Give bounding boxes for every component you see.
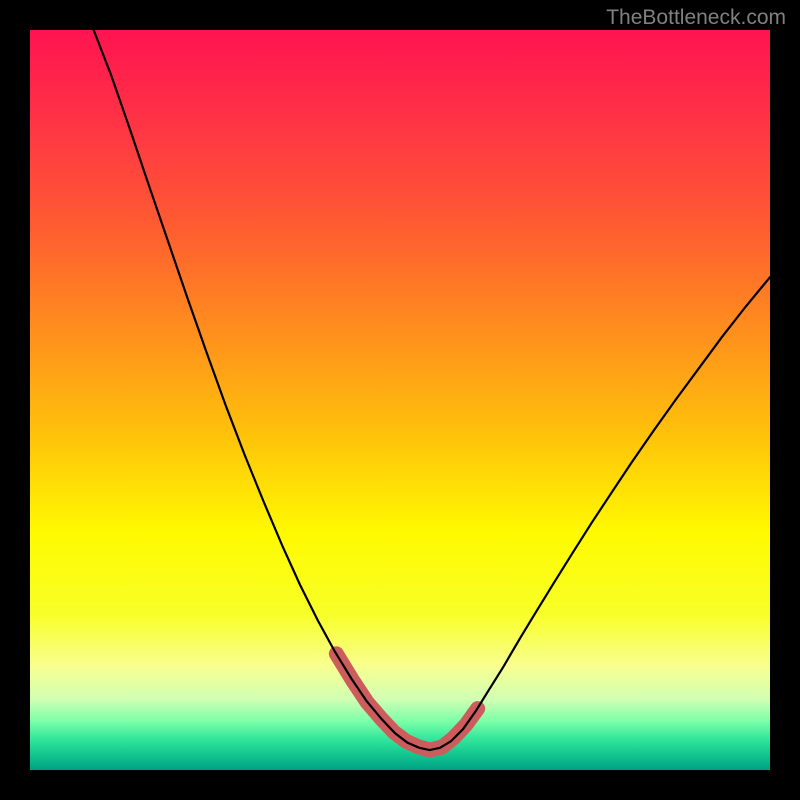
chart-lines	[30, 30, 770, 770]
watermark-text: TheBottleneck.com	[606, 6, 786, 30]
chart-plot-area	[30, 30, 770, 770]
bottleneck-curve-line	[94, 30, 770, 750]
